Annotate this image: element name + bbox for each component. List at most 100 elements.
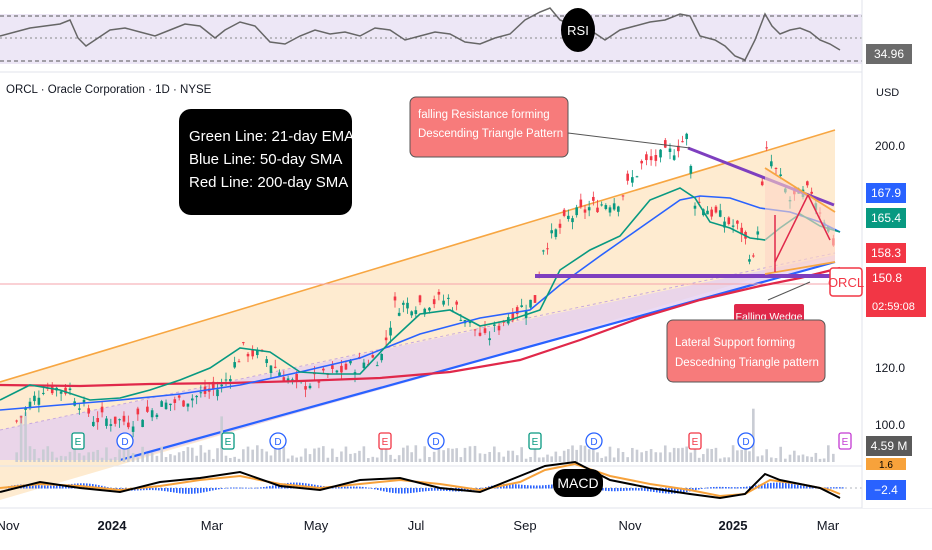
candle-body — [109, 424, 113, 426]
volume-bar — [304, 448, 307, 462]
svg-text:150.8: 150.8 — [872, 271, 902, 285]
macd-hist-bar — [728, 487, 730, 489]
candle-body — [269, 365, 273, 373]
time-axis-label: Nov — [0, 518, 20, 533]
volume-bar — [617, 448, 620, 462]
volume-bar — [246, 446, 250, 462]
macd-hist-bar — [539, 485, 541, 489]
candle-body — [220, 384, 223, 387]
earnings-marker[interactable]: E — [221, 432, 235, 450]
support-note: Lateral Support forming Descedning Trian… — [666, 319, 826, 383]
volume-bar — [451, 448, 454, 462]
volume-bar — [326, 457, 330, 462]
candle-body — [42, 392, 45, 394]
dividend-marker[interactable]: D — [737, 432, 755, 450]
volume-bar — [550, 456, 553, 462]
candle-body — [131, 426, 135, 432]
macd-hist-bar — [347, 486, 349, 489]
macd-hist-bar — [746, 486, 748, 489]
volume-bar — [710, 448, 713, 462]
volume-bar — [229, 458, 232, 462]
macd-hist-bar — [833, 487, 835, 489]
volume-bar — [774, 458, 778, 462]
macd-hist-bar — [656, 488, 658, 493]
legend-line-sma200: Red Line: 200-day SMA — [189, 174, 348, 191]
candle-body — [224, 379, 228, 381]
candle-body — [756, 231, 760, 235]
dividend-marker[interactable]: D — [427, 432, 445, 450]
macd-hist-bar — [437, 488, 439, 491]
candle-body — [770, 161, 773, 167]
time-axis[interactable]: Nov 2024 Mar May Jul Sep Nov 2025 Mar — [0, 518, 840, 533]
svg-text:1.6: 1.6 — [879, 460, 893, 471]
macd-hist-bar — [503, 484, 505, 489]
macd-hist-bar — [38, 485, 40, 489]
macd-hist-bar — [551, 484, 553, 489]
candle-body — [389, 327, 392, 336]
macd-hist-bar — [719, 486, 721, 489]
candle-body — [384, 337, 388, 341]
candle-body — [173, 399, 177, 403]
macd-hist-bar — [53, 485, 55, 489]
candle-body — [583, 209, 587, 213]
volume-bar — [82, 455, 86, 462]
resistance-note-line1: falling Resistance forming — [418, 109, 550, 121]
svg-text:E: E — [225, 437, 232, 448]
volume-bars — [15, 408, 835, 462]
earnings-marker[interactable]: E — [688, 432, 702, 450]
macd-hist-bar — [605, 488, 607, 491]
candle-body — [689, 165, 693, 174]
volume-bar — [177, 452, 181, 462]
volume-bar — [765, 449, 768, 462]
macd-hist-bar — [356, 486, 358, 489]
volume-bar — [24, 412, 27, 462]
resistance-note: falling Resistance forming Descending Tr… — [409, 96, 569, 158]
candle-body — [685, 133, 688, 140]
dividend-marker[interactable]: D — [585, 432, 603, 450]
dividend-marker[interactable]: D — [269, 432, 287, 450]
ema21-line — [0, 187, 841, 401]
candle-body — [251, 349, 254, 357]
earnings-marker[interactable]: E — [838, 432, 852, 450]
volume-bar — [537, 457, 541, 462]
volume-bar — [353, 453, 357, 462]
svg-text:D: D — [742, 437, 749, 448]
earnings-marker[interactable]: E — [71, 432, 85, 450]
volume-bar — [483, 453, 487, 462]
candle-body — [242, 342, 245, 344]
candle-body — [546, 248, 549, 250]
volume-bar — [736, 450, 739, 462]
macd-hist-bar — [254, 487, 256, 489]
macd-hist-bar — [224, 488, 226, 489]
support-note-line2: Descedning Triangle pattern — [675, 357, 819, 369]
volume-bar — [50, 451, 54, 462]
price-axis[interactable]: USD 200.0 120.0 100.0 34.96 167.9 165.4 … — [861, 0, 932, 508]
macd-hist-bar — [248, 487, 250, 489]
earnings-marker[interactable]: E — [528, 432, 542, 450]
macd-hist-bar — [239, 487, 241, 489]
volume-bar — [473, 445, 477, 462]
candle-body — [127, 422, 130, 428]
volume-bar — [693, 448, 697, 462]
candle-body — [760, 181, 764, 186]
macd-hist-bar — [335, 486, 337, 489]
svg-text:−2.4: −2.4 — [874, 483, 898, 497]
macd-hist-bar — [830, 487, 832, 489]
macd-hist-bar — [836, 487, 838, 489]
macd-hist-bar — [617, 488, 619, 492]
candle-body — [617, 206, 620, 212]
dividend-marker[interactable]: D — [116, 432, 134, 450]
macd-hist-bar — [611, 488, 613, 492]
volume-bar — [760, 455, 764, 462]
candle-body — [423, 308, 427, 315]
volume-bar — [529, 456, 532, 462]
earnings-marker[interactable]: E — [378, 432, 392, 450]
macd-hist-bar — [230, 487, 232, 489]
volume-bar — [784, 458, 787, 462]
svg-text:E: E — [532, 437, 539, 448]
macd-hist-bar — [260, 487, 262, 489]
volume-bar — [654, 452, 658, 462]
volume-bar — [818, 458, 822, 462]
